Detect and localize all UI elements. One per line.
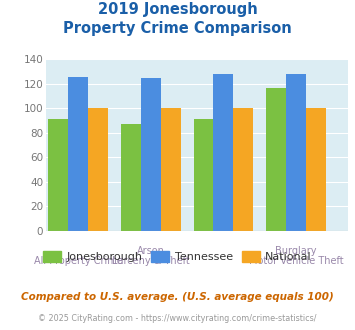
Legend: Jonesborough, Tennessee, National: Jonesborough, Tennessee, National xyxy=(39,247,316,267)
Bar xyxy=(88,109,108,231)
Bar xyxy=(161,109,181,231)
Bar xyxy=(193,119,213,231)
Text: Larceny & Theft: Larceny & Theft xyxy=(112,255,190,266)
Text: Compared to U.S. average. (U.S. average equals 100): Compared to U.S. average. (U.S. average … xyxy=(21,292,334,302)
Text: Arson: Arson xyxy=(137,246,165,256)
Text: © 2025 CityRating.com - https://www.cityrating.com/crime-statistics/: © 2025 CityRating.com - https://www.city… xyxy=(38,314,317,323)
Bar xyxy=(306,109,326,231)
Bar xyxy=(48,119,68,231)
Bar xyxy=(121,124,141,231)
Bar xyxy=(266,87,286,231)
Text: Burglary: Burglary xyxy=(275,246,317,256)
Bar xyxy=(141,78,161,231)
Text: Motor Vehicle Theft: Motor Vehicle Theft xyxy=(249,255,343,266)
Bar xyxy=(213,74,233,231)
Bar xyxy=(286,74,306,231)
Bar xyxy=(233,109,253,231)
Text: All Property Crime: All Property Crime xyxy=(34,255,122,266)
Text: 2019 Jonesborough: 2019 Jonesborough xyxy=(98,2,257,16)
Text: Property Crime Comparison: Property Crime Comparison xyxy=(63,21,292,36)
Bar xyxy=(68,77,88,231)
